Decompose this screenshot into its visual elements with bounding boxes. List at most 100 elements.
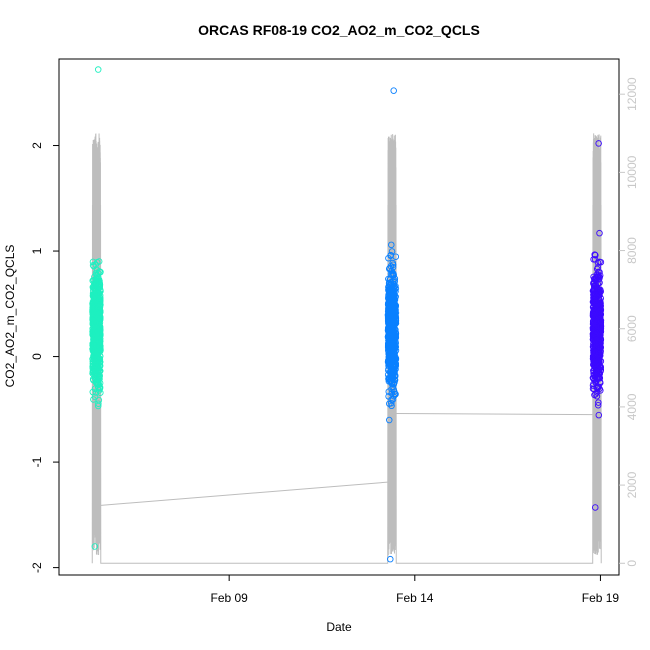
data-point xyxy=(387,252,394,259)
x-tick-label-2: Feb 19 xyxy=(582,591,620,605)
data-point xyxy=(595,273,602,281)
data-point xyxy=(593,302,600,309)
data-point xyxy=(389,259,397,267)
y-axis: -2 -1 0 1 2 xyxy=(30,142,59,573)
y-tick-label-0: -2 xyxy=(30,562,44,573)
y-tick-label-2: 0 xyxy=(30,353,44,360)
data-point xyxy=(386,352,394,359)
y2-tick-label-4: 8000 xyxy=(625,237,639,264)
data-point xyxy=(594,358,602,365)
y-tick-label-4: 2 xyxy=(30,142,44,149)
x-tick-label-1: Feb 14 xyxy=(396,591,434,605)
data-point xyxy=(392,319,400,327)
data-point xyxy=(91,361,98,369)
data-point xyxy=(91,385,99,392)
data-point xyxy=(387,345,394,353)
data-point xyxy=(96,281,104,288)
data-point xyxy=(389,306,397,314)
y2-axis: 0 2000 4000 6000 8000 10000 12000 xyxy=(619,77,639,567)
data-point xyxy=(391,308,399,315)
data-point xyxy=(91,543,99,550)
data-point xyxy=(590,286,598,293)
data-point xyxy=(590,308,597,316)
data-point xyxy=(384,315,392,322)
data-point xyxy=(592,251,599,259)
data-point xyxy=(594,402,602,409)
data-point xyxy=(95,348,103,355)
data-point xyxy=(91,337,99,344)
data-point xyxy=(593,333,600,340)
data-point xyxy=(390,87,397,94)
y2-tick-label-3: 6000 xyxy=(625,315,639,342)
data-point xyxy=(596,258,603,266)
data-point xyxy=(93,321,101,328)
data-point xyxy=(592,368,600,376)
data-point xyxy=(386,281,393,288)
data-point xyxy=(389,396,397,403)
data-point xyxy=(597,387,604,394)
data-point xyxy=(95,375,102,383)
data-point xyxy=(91,284,98,292)
data-point xyxy=(591,251,598,258)
data-point xyxy=(387,555,394,563)
data-point xyxy=(96,385,104,392)
data-point xyxy=(589,287,597,295)
data-point xyxy=(385,307,393,314)
data-point xyxy=(592,329,599,336)
data-point xyxy=(389,290,397,297)
chart-title: ORCAS RF08-19 CO2_AO2_m_CO2_QCLS xyxy=(198,22,480,38)
series-1 xyxy=(384,87,400,563)
data-point xyxy=(390,380,398,388)
x-axis-label: Date xyxy=(326,620,352,634)
data-point xyxy=(390,313,398,320)
data-point xyxy=(596,229,603,237)
data-point xyxy=(386,318,394,326)
data-point xyxy=(96,268,104,276)
data-point xyxy=(90,330,97,337)
data-point xyxy=(387,270,395,278)
data-point xyxy=(596,268,603,276)
data-point xyxy=(389,335,396,342)
y2-tick-label-1: 2000 xyxy=(625,471,639,498)
y2-tick-label-2: 4000 xyxy=(625,393,639,420)
data-point xyxy=(95,400,102,407)
data-point xyxy=(95,258,103,265)
data-point xyxy=(95,313,103,321)
data-point xyxy=(388,373,396,381)
data-point xyxy=(595,411,603,419)
data-point xyxy=(92,325,100,332)
data-point xyxy=(391,300,398,307)
data-point xyxy=(89,258,97,266)
data-point xyxy=(386,335,393,342)
data-point xyxy=(596,374,604,382)
data-point xyxy=(385,353,393,360)
data-point xyxy=(388,241,395,249)
data-point xyxy=(92,301,99,308)
data-point xyxy=(589,385,597,392)
data-point xyxy=(595,339,603,346)
data-point xyxy=(385,393,392,400)
data-point xyxy=(385,285,393,293)
data-point xyxy=(591,353,598,361)
altitude-trace xyxy=(91,133,602,564)
data-point xyxy=(90,299,97,306)
data-point xyxy=(387,284,395,292)
data-point xyxy=(97,389,104,396)
data-point xyxy=(90,263,98,270)
data-point xyxy=(90,291,98,299)
data-point xyxy=(96,302,104,309)
data-point xyxy=(95,305,103,312)
data-point xyxy=(91,366,99,374)
data-point xyxy=(90,301,97,309)
data-point xyxy=(390,360,397,368)
y2-tick-label-0: 0 xyxy=(625,560,639,567)
data-point xyxy=(94,66,102,73)
data-point xyxy=(392,344,399,352)
altitude-line xyxy=(91,133,602,564)
data-point xyxy=(591,275,598,283)
series-2 xyxy=(589,140,605,511)
altitude-link-2 xyxy=(396,413,593,416)
data-point xyxy=(389,383,397,391)
data-point xyxy=(590,380,597,388)
